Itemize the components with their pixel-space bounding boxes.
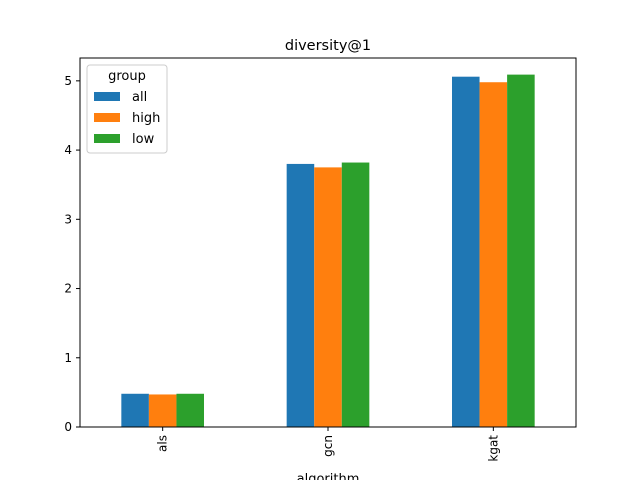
legend-swatch-all <box>94 92 120 101</box>
x-tick-label-kgat: kgat <box>486 435 500 462</box>
legend-label-high: high <box>132 111 160 126</box>
bar-low-gcn <box>341 162 370 428</box>
bar-high-kgat <box>479 82 508 427</box>
bar-all-gcn <box>286 163 315 427</box>
y-tick-label-4: 4 <box>64 143 72 157</box>
y-tick-label-5: 5 <box>64 74 72 88</box>
legend-swatch-low <box>94 134 120 143</box>
y-tick-label-0: 0 <box>64 420 72 434</box>
y-tick-label-2: 2 <box>64 282 72 296</box>
bars-layer <box>121 74 535 428</box>
y-axis: 0 1 2 3 4 5 <box>64 74 80 434</box>
bar-high-als <box>148 394 177 427</box>
chart-title: diversity@1 <box>285 38 371 54</box>
plot-frame <box>79 57 577 428</box>
legend-label-low: low <box>132 132 155 147</box>
x-tick-label-gcn: gcn <box>321 435 335 457</box>
y-tick-label-1: 1 <box>64 351 72 365</box>
legend-title: group <box>108 69 146 84</box>
x-tick-label-als: als <box>156 435 170 452</box>
legend-swatch-high <box>94 113 120 122</box>
bar-high-gcn <box>314 167 342 427</box>
legend-frame <box>86 64 168 154</box>
bar-all-kgat <box>452 76 480 427</box>
legend-label-all: all <box>132 90 147 105</box>
bar-all-als <box>121 393 149 427</box>
bar-low-kgat <box>507 74 535 427</box>
bar-low-als <box>176 393 204 427</box>
x-axis-label: algorithm <box>297 472 360 480</box>
legend: group all high low <box>86 64 168 154</box>
y-tick-label-3: 3 <box>64 212 72 226</box>
x-axis: als gcn kgat <box>156 427 500 462</box>
